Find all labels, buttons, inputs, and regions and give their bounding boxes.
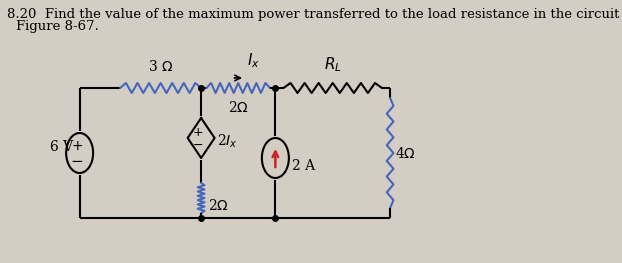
Text: 8.20  Find the value of the maximum power transferred to the load resistance in : 8.20 Find the value of the maximum power… xyxy=(7,8,622,21)
Text: +: + xyxy=(71,139,83,153)
Text: $I_x$: $I_x$ xyxy=(247,51,260,70)
Text: +: + xyxy=(192,125,203,139)
Text: −: − xyxy=(192,139,203,151)
Text: Figure 8-67.: Figure 8-67. xyxy=(16,20,99,33)
Text: −: − xyxy=(70,154,83,169)
Text: 2$I_x$: 2$I_x$ xyxy=(217,132,238,150)
Text: 2$\Omega$: 2$\Omega$ xyxy=(208,199,229,214)
Text: 2 A: 2 A xyxy=(292,159,315,173)
Text: $R_L$: $R_L$ xyxy=(324,55,341,74)
Text: 2$\Omega$: 2$\Omega$ xyxy=(228,100,249,115)
Text: 4$\Omega$: 4$\Omega$ xyxy=(395,145,415,160)
Text: 6 V: 6 V xyxy=(50,140,73,154)
Text: 3 $\Omega$: 3 $\Omega$ xyxy=(148,59,174,74)
